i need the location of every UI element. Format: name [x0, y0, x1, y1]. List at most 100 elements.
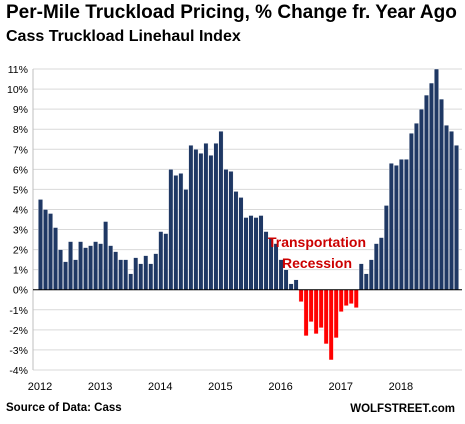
bar [378, 237, 384, 290]
bar [73, 259, 78, 290]
annotation-line-1: Transportation [268, 234, 366, 250]
bar [358, 263, 364, 290]
bar [118, 259, 124, 290]
bar [313, 289, 319, 335]
bar [88, 245, 94, 290]
bar [403, 159, 409, 290]
bar [444, 124, 449, 290]
y-tick-label: 7% [13, 144, 28, 156]
bar [419, 108, 424, 290]
y-tick-label: -4% [9, 365, 28, 377]
bar [368, 259, 374, 290]
annotation-line-2: Recession [282, 255, 352, 271]
bar [323, 289, 329, 345]
bar [188, 145, 194, 290]
bar [228, 171, 234, 290]
bar [38, 199, 43, 290]
y-tick-label: -1% [9, 305, 28, 317]
y-axis: -4% -3% -2% -1% 0% 1% 2% 3% 4% 5% 6% 7% 8% 9% 10% 11% [7, 64, 28, 377]
y-tick-label: 4% [13, 204, 28, 216]
bar [413, 122, 419, 290]
bar [408, 133, 414, 290]
bar [123, 259, 129, 290]
bar [238, 197, 244, 290]
bar [258, 215, 264, 290]
x-tick-label: 2015 [208, 381, 232, 393]
bar [223, 169, 229, 290]
bar [434, 68, 439, 290]
y-tick-label: 6% [13, 164, 28, 176]
bar [128, 273, 134, 290]
bar [288, 283, 294, 290]
bar [243, 217, 249, 290]
bar [338, 289, 344, 313]
bar [168, 169, 174, 290]
bar [424, 94, 429, 290]
y-tick-label: -3% [9, 345, 28, 357]
y-tick-label: 11% [8, 64, 28, 76]
bar [153, 253, 159, 290]
bar [283, 269, 289, 290]
chart-title: Per-Mile Truckload Pricing, % Change fr.… [6, 2, 457, 23]
bar [133, 257, 139, 290]
bar [178, 173, 184, 290]
bar [138, 263, 144, 290]
bar [253, 217, 259, 290]
bar [363, 273, 369, 290]
bar [383, 205, 389, 290]
bar [353, 289, 359, 308]
x-axis: 2012 2013 2014 2015 2016 2017 2018 [28, 381, 413, 393]
y-tick-label: 3% [13, 225, 28, 237]
source-note: Source of Data: Cass [6, 402, 122, 414]
bar [429, 82, 434, 290]
bar [48, 213, 53, 290]
bar [439, 98, 444, 290]
y-tick-label: -2% [9, 325, 28, 337]
x-tick-label: 2013 [88, 381, 112, 393]
bar [298, 289, 304, 302]
bar [449, 131, 454, 290]
y-tick-label: 8% [13, 124, 28, 136]
brand-label: WOLFSTREET.com [350, 403, 455, 415]
bar [454, 145, 459, 290]
bar [148, 263, 154, 290]
y-tick-label: 0% [13, 285, 28, 297]
bar [348, 289, 354, 304]
bar [53, 227, 58, 290]
bar [203, 143, 209, 290]
bars [33, 68, 462, 361]
bar [318, 289, 324, 329]
bar [233, 191, 239, 290]
bar [113, 251, 119, 290]
bar [108, 245, 114, 290]
bar [158, 231, 164, 290]
bar [103, 221, 109, 290]
y-tick-label: 9% [13, 104, 28, 116]
bar [343, 289, 349, 306]
x-tick-label: 2012 [28, 381, 52, 393]
x-tick-label: 2018 [389, 381, 413, 393]
y-tick-label: 1% [13, 265, 28, 277]
bar [58, 249, 63, 290]
bar [63, 261, 68, 290]
bar [333, 289, 339, 339]
bar [98, 243, 104, 290]
bar [303, 289, 309, 337]
y-tick-label: 5% [13, 184, 28, 196]
x-tick-label: 2016 [268, 381, 292, 393]
bar [398, 159, 404, 290]
bar [143, 255, 149, 290]
chart-subtitle: Cass Truckload Linehaul Index [6, 28, 241, 45]
bar [388, 163, 394, 290]
bar [173, 175, 179, 290]
bar [248, 215, 254, 290]
bar [328, 289, 334, 361]
y-tick-label: 2% [13, 245, 28, 257]
y-tick-label: 10% [7, 84, 28, 96]
x-tick-label: 2014 [148, 381, 172, 393]
bar [213, 143, 219, 290]
bar [293, 279, 299, 290]
bar [308, 289, 314, 323]
bar [198, 153, 204, 290]
